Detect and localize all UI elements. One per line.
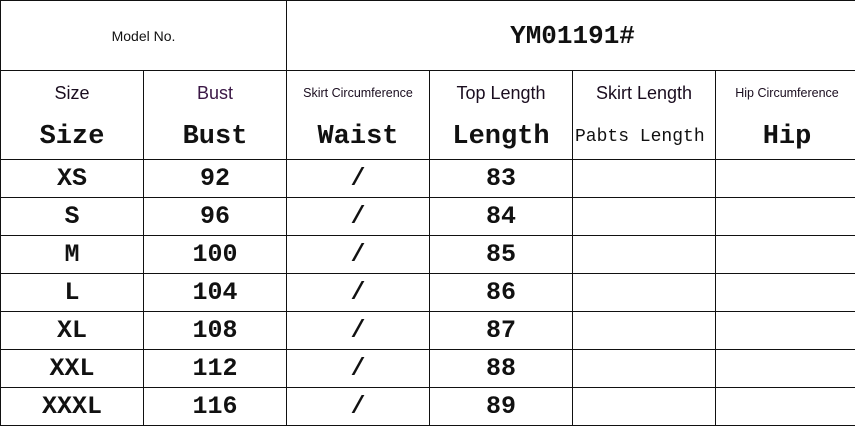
cell-top-length: 87	[430, 312, 573, 350]
cell-bust: 100	[144, 236, 287, 274]
cell-size: M	[1, 236, 144, 274]
header-bust: Bust	[144, 71, 287, 116]
alt-header-size: Size	[1, 115, 144, 160]
cell-size: XXL	[1, 350, 144, 388]
cell-top-length: 83	[430, 160, 573, 198]
cell-bust: 104	[144, 274, 287, 312]
alt-header-waist: Waist	[287, 115, 430, 160]
cell-hip	[716, 312, 855, 350]
model-value: YM01191#	[287, 1, 855, 71]
cell-waist: /	[287, 388, 430, 426]
cell-hip	[716, 350, 855, 388]
header-hip-circumference: Hip Circumference	[716, 71, 855, 116]
cell-hip	[716, 274, 855, 312]
header-row-en: Size Bust Skirt Circumference Top Length…	[1, 71, 855, 116]
cell-size: L	[1, 274, 144, 312]
header-row-alt: Size Bust Waist Length Pabts Length Hip	[1, 115, 855, 160]
alt-header-pabts-length: Pabts Length	[573, 115, 716, 160]
cell-top-length: 84	[430, 198, 573, 236]
cell-size: XL	[1, 312, 144, 350]
header-skirt-circumference: Skirt Circumference	[287, 71, 430, 116]
model-label: Model No.	[1, 1, 287, 71]
header-top-length: Top Length	[430, 71, 573, 116]
alt-header-length: Length	[430, 115, 573, 160]
cell-hip	[716, 388, 855, 426]
cell-hip	[716, 236, 855, 274]
cell-skirt-length	[573, 274, 716, 312]
cell-bust: 116	[144, 388, 287, 426]
cell-waist: /	[287, 160, 430, 198]
cell-skirt-length	[573, 312, 716, 350]
cell-waist: /	[287, 198, 430, 236]
alt-header-hip: Hip	[716, 115, 855, 160]
header-skirt-length: Skirt Length	[573, 71, 716, 116]
cell-bust: 92	[144, 160, 287, 198]
cell-size: XS	[1, 160, 144, 198]
cell-waist: /	[287, 350, 430, 388]
cell-waist: /	[287, 274, 430, 312]
model-row: Model No. YM01191#	[1, 1, 855, 71]
cell-top-length: 88	[430, 350, 573, 388]
cell-bust: 108	[144, 312, 287, 350]
cell-size: S	[1, 198, 144, 236]
cell-hip	[716, 198, 855, 236]
cell-skirt-length	[573, 236, 716, 274]
cell-bust: 112	[144, 350, 287, 388]
cell-top-length: 85	[430, 236, 573, 274]
header-size: Size	[1, 71, 144, 116]
cell-waist: /	[287, 312, 430, 350]
cell-skirt-length	[573, 388, 716, 426]
cell-waist: /	[287, 236, 430, 274]
cell-size: XXXL	[1, 388, 144, 426]
cell-hip	[716, 160, 855, 198]
cell-top-length: 89	[430, 388, 573, 426]
cell-skirt-length	[573, 198, 716, 236]
cell-skirt-length	[573, 160, 716, 198]
cell-top-length: 86	[430, 274, 573, 312]
alt-header-bust: Bust	[144, 115, 287, 160]
cell-skirt-length	[573, 350, 716, 388]
cell-bust: 96	[144, 198, 287, 236]
